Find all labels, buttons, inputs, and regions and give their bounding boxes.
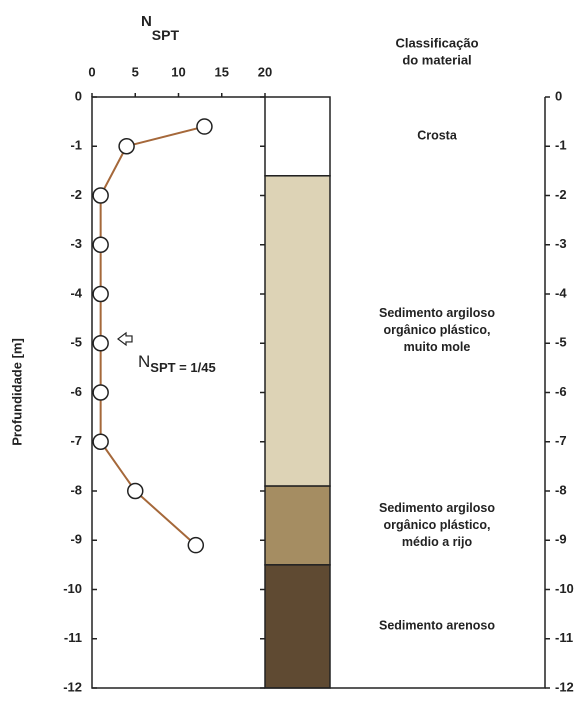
nspt-point	[128, 484, 143, 499]
y-tick-label: -3	[70, 236, 82, 251]
y-tick-label: 0	[555, 88, 562, 103]
nspt-point	[93, 188, 108, 203]
nspt-point	[93, 385, 108, 400]
y-tick-label: -6	[70, 384, 82, 399]
y-tick-label: -1	[555, 138, 567, 153]
layer-label: Crosta	[417, 129, 458, 143]
x-tick-label: 20	[258, 64, 272, 79]
layer-label: orgânico plástico,	[384, 323, 491, 337]
y-tick-label: -6	[555, 384, 567, 399]
annotation: NSPT = 1/45	[138, 352, 216, 375]
y-tick-label: -11	[555, 630, 573, 645]
y-tick-label: -3	[555, 236, 567, 251]
soil-layer	[265, 97, 330, 176]
y-tick-label: -11	[64, 630, 82, 645]
y-tick-label: -9	[70, 532, 82, 547]
y-tick-label: 0	[75, 88, 82, 103]
x-tick-label: 10	[171, 64, 185, 79]
nspt-point	[93, 287, 108, 302]
y-tick-label: -9	[555, 532, 567, 547]
y-tick-label: -7	[70, 433, 82, 448]
x-tick-label: 5	[132, 64, 139, 79]
layer-label: Sedimento arenoso	[379, 619, 495, 633]
nspt-point	[93, 434, 108, 449]
y-tick-label: -7	[555, 433, 567, 448]
x-tick-label: 15	[215, 64, 229, 79]
nspt-point	[188, 538, 203, 553]
annotation-arrow	[118, 333, 132, 345]
chart-title: NSPT	[141, 13, 180, 43]
y-tick-label: -2	[555, 187, 567, 202]
nspt-point	[197, 119, 212, 134]
x-tick-label: 0	[88, 64, 95, 79]
y-tick-label: -5	[555, 335, 567, 350]
layer-label: orgânico plástico,	[384, 518, 491, 532]
nspt-line	[101, 127, 205, 546]
y-tick-label: -8	[555, 482, 567, 497]
layer-label: muito mole	[404, 340, 471, 354]
soil-layer	[265, 176, 330, 486]
y-tick-label: -2	[70, 187, 82, 202]
soil-layer	[265, 565, 330, 688]
layer-label: Sedimento argiloso	[379, 306, 495, 320]
y-tick-label: -10	[555, 581, 574, 596]
y-tick-label: -4	[70, 285, 82, 300]
y-tick-label: -10	[63, 581, 82, 596]
nspt-point	[119, 139, 134, 154]
y-tick-label: -12	[555, 679, 574, 694]
soil-layer	[265, 486, 330, 565]
y-tick-label: -1	[70, 138, 82, 153]
column-title: do material	[402, 52, 471, 67]
column-title: Classificação	[395, 35, 478, 50]
title-sub: SPT	[152, 27, 180, 43]
nspt-point	[93, 336, 108, 351]
annotation-text: N	[138, 352, 150, 371]
title-main: N	[141, 13, 152, 30]
y-axis-label: Profundidade [m]	[9, 338, 24, 446]
y-tick-label: -5	[70, 335, 82, 350]
layer-label: Sedimento argiloso	[379, 501, 495, 515]
y-tick-label: -8	[70, 482, 82, 497]
layer-label: médio a rijo	[402, 535, 473, 549]
chart: NSPT Profundidade [m] CrostaSedimento ar…	[0, 0, 582, 722]
nspt-point	[93, 237, 108, 252]
annotation-sub: SPT = 1/45	[150, 360, 215, 375]
y-tick-label: -4	[555, 285, 567, 300]
y-tick-label: -12	[63, 679, 82, 694]
